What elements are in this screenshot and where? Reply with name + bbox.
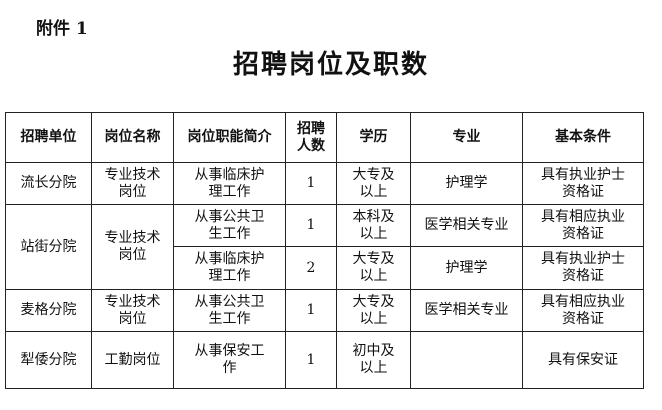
- cell-education: 本科及以上: [336, 204, 411, 247]
- table-row: 站街分院 专业技术岗位 从事公共卫生工作 1 本科及以上 医学相关专业 具有相应…: [5, 204, 644, 290]
- cell-duty: 从事公共卫生工作: [173, 204, 286, 247]
- cell-major: 医学相关专业: [410, 204, 523, 247]
- cell-education: 大专及以上: [336, 289, 411, 332]
- cell-education: 大专及以上: [336, 162, 411, 205]
- cell-unit: 站街分院: [5, 204, 92, 290]
- cell-count: 1: [285, 162, 337, 205]
- cell-major: 医学相关专业: [410, 289, 523, 332]
- table-header-row: 招聘单位 岗位名称 岗位职能简介 招聘人数 学历 专业 基本条件: [5, 112, 644, 163]
- cell-position: 专业技术岗位: [91, 289, 174, 332]
- cell-count: 1: [285, 331, 337, 389]
- cell-unit: 麦格分院: [5, 289, 92, 332]
- cell-education: 初中及以上: [336, 331, 411, 389]
- cell-position: 专业技术岗位: [91, 204, 174, 290]
- cell-requirement: 具有执业护士资格证: [522, 246, 644, 290]
- table-row: 麦格分院 专业技术岗位 从事公共卫生工作 1 大专及以上 医学相关专业 具有相应…: [5, 289, 644, 332]
- table-row: 从事临床护理工作 2 大专及以上 护理学 具有执业护士资格证: [6, 246, 644, 290]
- cell-major: 护理学: [410, 246, 523, 290]
- cell-duty: 从事公共卫生工作: [173, 289, 286, 332]
- header-position: 岗位名称: [91, 112, 174, 163]
- attachment-label: 附件 1: [36, 19, 88, 39]
- cell-duty: 从事保安工作: [173, 331, 286, 389]
- cell-requirement: 具有相应执业资格证: [522, 289, 644, 332]
- cell-requirement: 具有保安证: [522, 331, 644, 389]
- cell-requirement: 具有执业护士资格证: [522, 162, 644, 205]
- header-major: 专业: [410, 112, 523, 163]
- header-count: 招聘人数: [285, 112, 337, 163]
- cell-education: 大专及以上: [336, 246, 411, 290]
- header-requirement: 基本条件: [522, 112, 644, 163]
- page-title: 招聘岗位及职数: [232, 50, 429, 80]
- cell-major: 护理学: [410, 162, 523, 205]
- cell-position: 工勤岗位: [91, 331, 174, 389]
- cell-count: 2: [285, 246, 337, 290]
- cell-position: 专业技术岗位: [91, 162, 174, 205]
- cell-unit: 流长分院: [5, 162, 92, 205]
- cell-unit: 犁倭分院: [5, 331, 92, 389]
- table-row: 犁倭分院 工勤岗位 从事保安工作 1 初中及以上 具有保安证: [5, 331, 644, 389]
- cell-duty: 从事临床护理工作: [173, 246, 286, 290]
- header-duty: 岗位职能简介: [173, 112, 286, 163]
- cell-count: 1: [285, 204, 337, 247]
- cell-duty: 从事临床护理工作: [173, 162, 286, 205]
- positions-table: 招聘单位 岗位名称 岗位职能简介 招聘人数 学历 专业 基本条件 流长分院 专业…: [5, 112, 644, 389]
- header-unit: 招聘单位: [5, 112, 92, 163]
- table-row: 流长分院 专业技术岗位 从事临床护理工作 1 大专及以上 护理学 具有执业护士资…: [5, 162, 644, 205]
- cell-requirement: 具有相应执业资格证: [522, 204, 644, 247]
- cell-count: 1: [285, 289, 337, 332]
- cell-major: [410, 331, 523, 389]
- header-education: 学历: [336, 112, 411, 163]
